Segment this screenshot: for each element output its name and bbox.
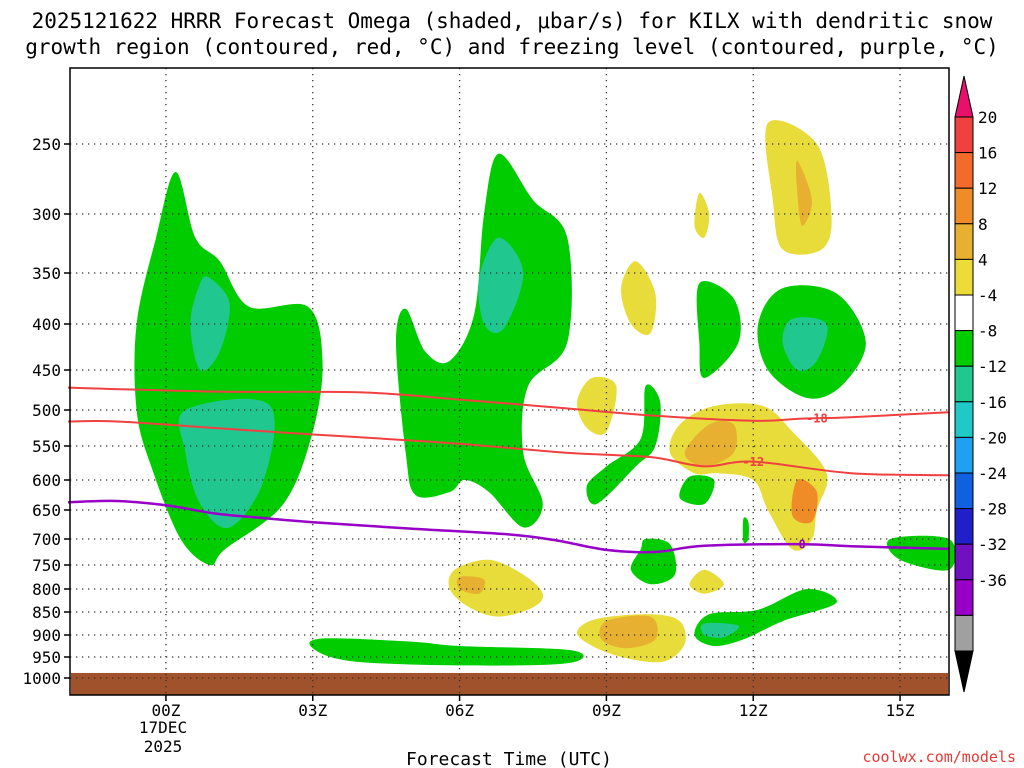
omega-region-neg4-18 bbox=[742, 517, 749, 544]
omega-region-pos4-20 bbox=[689, 569, 724, 594]
omega-region-neg8-1 bbox=[190, 276, 230, 372]
colorbar-label-10: -24 bbox=[978, 464, 1007, 483]
contour-line--12 bbox=[67, 420, 950, 477]
y-tick-label-400: 400 bbox=[32, 315, 61, 334]
omega-region-pos4-6 bbox=[621, 261, 657, 335]
y-tick-label-500: 500 bbox=[32, 401, 61, 420]
colorbar-label-0: 20 bbox=[978, 108, 997, 127]
omega-region-neg8-26 bbox=[700, 622, 740, 638]
y-tick-label-550: 550 bbox=[32, 437, 61, 456]
contour-label-0: 0 bbox=[799, 538, 806, 552]
omega-region-neg4-19 bbox=[630, 538, 677, 585]
colorbar-segment-11 bbox=[954, 508, 974, 545]
colorbar-label-12: -32 bbox=[978, 535, 1007, 554]
colorbar-segment-3 bbox=[954, 223, 974, 260]
colorbar-segment-5 bbox=[954, 294, 974, 332]
y-tick-label-350: 350 bbox=[32, 264, 61, 283]
y-tick-label-750: 750 bbox=[32, 556, 61, 575]
y-tick-label-1000: 1000 bbox=[22, 669, 61, 688]
y-tick-label-300: 300 bbox=[32, 205, 61, 224]
x-tick-label-00Z: 00Z bbox=[151, 701, 180, 720]
colorbar-label-2: 12 bbox=[978, 179, 997, 198]
omega-region-pos4-21 bbox=[448, 559, 544, 617]
omega-region-neg4-27 bbox=[309, 638, 584, 666]
time-axis: 00Z 03Z 06Z 09Z 12Z 15Z bbox=[151, 695, 915, 720]
omega-region-neg4-8 bbox=[696, 281, 741, 378]
y-tick-label-850: 850 bbox=[32, 603, 61, 622]
temperature-contours: -18 -12 0 bbox=[67, 386, 950, 554]
colorbar-label-6: -8 bbox=[978, 322, 997, 341]
date-label-year: 2025 bbox=[144, 737, 183, 756]
y-tick-label-450: 450 bbox=[32, 361, 61, 380]
colorbar-label-7: -12 bbox=[978, 357, 1007, 376]
y-tick-label-250: 250 bbox=[32, 135, 61, 154]
omega-region-neg4-3 bbox=[396, 153, 572, 528]
ground-layer bbox=[71, 672, 948, 695]
colorbar-segment-2 bbox=[954, 187, 974, 225]
omega-region-neg4-0 bbox=[134, 172, 323, 566]
omega-region-neg8-4 bbox=[478, 237, 524, 334]
omega-region-neg4-28 bbox=[886, 535, 956, 571]
colorbar-segment-7 bbox=[954, 365, 974, 403]
colorbar-label-9: -20 bbox=[978, 428, 1007, 447]
colorbar-label-8: -16 bbox=[978, 393, 1007, 412]
colorbar-legend: 20 16 12 8 4 -4 -8 -12 -16 -20 -24 -28 -32 -36 bbox=[954, 75, 1007, 693]
x-tick-label-12Z: 12Z bbox=[739, 701, 768, 720]
colorbar-label-13: -36 bbox=[978, 571, 1007, 590]
colorbar-bottom-arrow bbox=[954, 650, 974, 693]
y-tick-label-650: 650 bbox=[32, 501, 61, 520]
colorbar-segment-6 bbox=[954, 330, 974, 367]
chart-title-line-1: 2025121622 HRRR Forecast Omega (shaded, … bbox=[32, 9, 993, 33]
y-tick-label-950: 950 bbox=[32, 648, 61, 667]
pressure-axis: 250 300 350 400 450 500 550 600 650 700 750 800 850 9… bbox=[22, 135, 70, 688]
chart-title-line-2: growth region (contoured, red, °C) and f… bbox=[25, 35, 999, 59]
contour-label--18: -18 bbox=[806, 412, 828, 426]
colorbar-segment-13 bbox=[954, 579, 974, 616]
credit-text: coolwx.com/models bbox=[862, 748, 1016, 766]
colorbar-segment-10 bbox=[954, 472, 974, 510]
omega-region-pos4-7 bbox=[694, 192, 710, 238]
gridlines bbox=[70, 68, 949, 695]
x-tick-label-09Z: 09Z bbox=[592, 701, 621, 720]
colorbar-segment-0 bbox=[954, 116, 974, 154]
colorbar-label-4: 4 bbox=[978, 250, 988, 269]
omega-region-neg4-17 bbox=[679, 475, 715, 505]
contour-line-0 bbox=[67, 499, 950, 554]
omega-region-neg8-12 bbox=[782, 317, 828, 371]
x-tick-label-03Z: 03Z bbox=[298, 701, 327, 720]
omega-region-neg4-16 bbox=[586, 384, 661, 505]
y-tick-label-600: 600 bbox=[32, 471, 61, 490]
contour-label--12: -12 bbox=[742, 455, 764, 469]
colorbar-segment-9 bbox=[954, 436, 974, 474]
colorbar-segment-8 bbox=[954, 401, 974, 438]
omega-region-pos8-24 bbox=[599, 615, 658, 649]
omega-field-layer bbox=[134, 120, 956, 666]
colorbar-label-11: -28 bbox=[978, 500, 1007, 519]
colorbar-label-1: 16 bbox=[978, 144, 997, 163]
x-axis-label: Forecast Time (UTC) bbox=[406, 749, 612, 768]
ground-fill bbox=[71, 672, 948, 695]
x-tick-label-15Z: 15Z bbox=[886, 701, 915, 720]
y-tick-label-800: 800 bbox=[32, 580, 61, 599]
colorbar-segment-1 bbox=[954, 152, 974, 189]
colorbar-label-5: -4 bbox=[978, 286, 997, 305]
omega-region-pos4-5 bbox=[576, 376, 617, 435]
omega-region-pos8-10 bbox=[795, 160, 813, 226]
y-tick-label-700: 700 bbox=[32, 530, 61, 549]
y-tick-label-900: 900 bbox=[32, 626, 61, 645]
contour-line--18 bbox=[67, 386, 950, 422]
plot-frame bbox=[69, 67, 950, 696]
colorbar-top-arrow bbox=[954, 75, 974, 118]
colorbar-label-3: 8 bbox=[978, 215, 988, 234]
omega-region-pos8-14 bbox=[684, 420, 738, 467]
omega-region-pos12-15 bbox=[791, 479, 818, 524]
x-tick-label-06Z: 06Z bbox=[445, 701, 474, 720]
colorbar-segment-4 bbox=[954, 258, 974, 296]
colorbar-segment-12 bbox=[954, 543, 974, 581]
colorbar-segment-14 bbox=[954, 614, 974, 652]
date-label-day: 17DEC bbox=[139, 718, 187, 737]
